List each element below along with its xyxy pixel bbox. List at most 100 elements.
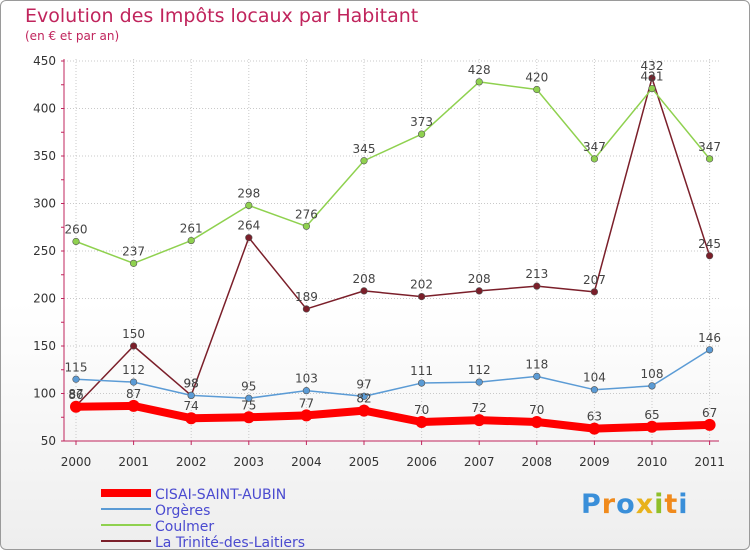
data-label: 150: [122, 327, 145, 341]
y-tick-label: 450: [33, 54, 56, 68]
y-tick-label: 250: [33, 244, 56, 258]
series-line: [72, 401, 714, 433]
logo-letter: t: [664, 489, 679, 520]
data-point: [242, 411, 255, 424]
data-label: 70: [529, 403, 544, 417]
x-tick-label: 2002: [176, 455, 207, 469]
logo-letter: P: [581, 489, 602, 520]
data-point: [418, 379, 426, 387]
logo-letter: i: [678, 489, 689, 520]
data-point: [130, 259, 138, 267]
data-label: 189: [295, 290, 318, 304]
data-point: [187, 391, 195, 400]
data-label: 112: [468, 363, 491, 377]
series-line: [75, 77, 711, 407]
data-point: [475, 78, 483, 86]
data-point: [533, 85, 541, 94]
x-tick-label: 2000: [61, 455, 92, 469]
data-point: [72, 237, 80, 246]
y-tick-label: 100: [33, 387, 56, 401]
data-point: [302, 387, 311, 395]
data-point: [302, 222, 311, 230]
data-point: [70, 400, 82, 413]
data-label: 87: [68, 387, 83, 401]
legend-label: CISAI-SAINT-AUBIN: [155, 487, 286, 503]
data-point: [360, 157, 368, 165]
data-point: [648, 382, 656, 390]
x-tick-label: 2006: [406, 455, 437, 469]
data-point: [590, 288, 599, 296]
data-label: 63: [587, 410, 602, 424]
data-label: 86: [68, 388, 83, 402]
chart-title: Evolution des Impôts locaux par Habitant: [25, 5, 419, 27]
data-point: [648, 84, 656, 93]
data-label: 115: [65, 360, 88, 374]
y-tick-label: 400: [33, 102, 56, 116]
data-point: [127, 399, 140, 412]
data-label: 264: [237, 219, 260, 233]
data-point: [418, 293, 426, 301]
data-label: 373: [410, 115, 433, 129]
data-label: 74: [184, 399, 199, 413]
logo-letter: i: [654, 489, 665, 520]
data-label: 97: [356, 377, 371, 391]
data-point: [473, 414, 486, 427]
data-point: [705, 155, 714, 163]
proxiti-logo: Proxiti: [581, 489, 689, 520]
data-label: 237: [122, 244, 145, 258]
logo-letter: o: [616, 489, 636, 520]
data-label: 70: [414, 403, 429, 417]
data-label: 104: [583, 371, 606, 385]
data-point: [475, 378, 483, 386]
data-label: 432: [641, 59, 664, 73]
data-point: [533, 282, 541, 290]
data-label: 345: [353, 142, 376, 156]
data-point: [302, 305, 311, 313]
data-label: 245: [698, 237, 721, 251]
data-point: [130, 378, 138, 386]
data-point: [187, 236, 195, 245]
y-tick-label: 50: [41, 434, 56, 448]
data-point: [703, 418, 716, 431]
data-point: [72, 375, 80, 383]
data-point: [300, 409, 313, 422]
data-label: 298: [237, 186, 260, 200]
data-point: [646, 420, 658, 433]
legend-label: Coulmer: [155, 519, 214, 535]
x-tick-label: 2010: [637, 455, 668, 469]
data-point: [358, 404, 370, 417]
data-point: [360, 287, 368, 295]
data-point: [415, 416, 428, 428]
data-label: 111: [410, 364, 433, 378]
data-label: 108: [641, 367, 664, 381]
data-label: 208: [353, 272, 376, 286]
x-tick-label: 2004: [291, 455, 322, 469]
data-label: 428: [468, 63, 491, 77]
data-label: 146: [698, 331, 721, 345]
y-tick-label: 150: [33, 339, 56, 353]
data-label: 276: [295, 207, 318, 221]
data-label: 67: [702, 406, 717, 420]
x-tick-label: 2003: [234, 455, 265, 469]
logo-letter: r: [601, 489, 617, 520]
data-label: 260: [65, 223, 88, 237]
data-point: [245, 234, 253, 242]
series-line: [75, 349, 711, 399]
data-point: [590, 155, 599, 163]
data-label: 202: [410, 278, 433, 292]
data-point: [360, 392, 368, 400]
data-label: 72: [472, 401, 487, 415]
data-label: 347: [698, 140, 721, 154]
data-label: 208: [468, 272, 491, 286]
data-label: 98: [184, 376, 199, 390]
data-point: [185, 412, 198, 425]
y-tick-label: 200: [33, 292, 56, 306]
x-tick-label: 2001: [118, 455, 149, 469]
data-label: 347: [583, 140, 606, 154]
x-tick-label: 2007: [464, 455, 495, 469]
data-point: [648, 74, 656, 82]
data-point: [245, 201, 253, 209]
data-label: 75: [241, 398, 256, 412]
